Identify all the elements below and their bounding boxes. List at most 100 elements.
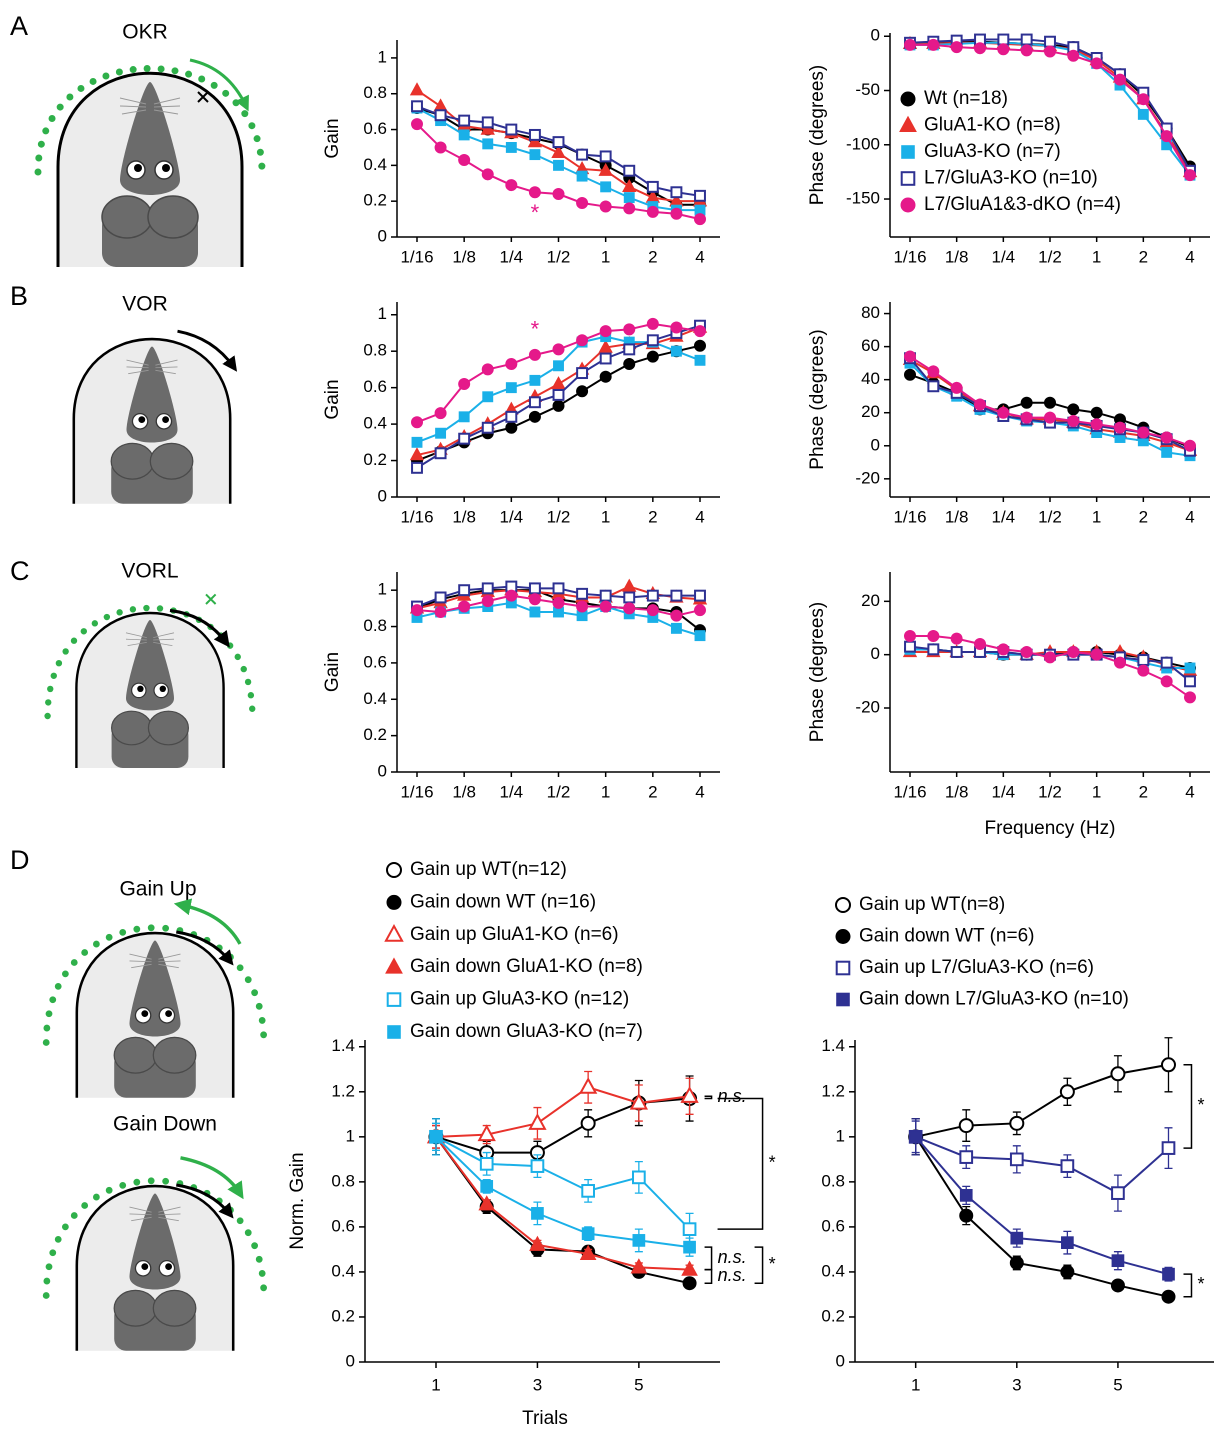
data-point [904,350,916,363]
series-line [435,1136,690,1271]
panel-c-drawing: C VORL [10,556,256,770]
data-point [646,350,659,363]
data-point [576,587,589,600]
data-point [974,398,986,411]
legend-label: Gain down L7/GluA3-KO (n=10) [859,989,1129,1010]
data-point [482,138,494,150]
data-point [576,170,588,182]
data-point [553,360,564,372]
data-point [458,411,470,423]
data-point [531,1207,544,1220]
x-tick-label: 1/16 [400,507,433,526]
data-point [434,407,447,420]
data-point [505,382,517,394]
legend-label: Gain up GluA1-KO (n=6) [410,924,619,945]
legend-marker [386,992,402,1007]
data-point [950,646,963,658]
legend-marker [836,992,850,1007]
data-point [599,370,612,383]
data-point [1061,1236,1074,1250]
data-point [959,1150,974,1164]
data-point [997,33,1010,46]
data-point [1184,691,1196,704]
data-point [646,334,659,347]
x-tick-label: 2 [648,782,657,801]
x-tick-label: 1/2 [1038,247,1062,266]
data-point [429,1130,443,1144]
panel-letter: B [10,281,28,311]
data-point [683,1240,696,1254]
data-point [1160,1057,1176,1073]
data-point [927,380,940,393]
y-tick-label: 0.8 [331,1171,355,1190]
data-point [1044,35,1056,48]
data-point [579,1244,597,1260]
data-point [1137,108,1149,120]
data-point [694,589,706,602]
x-tick-label: 1 [601,782,610,801]
panel-label: VOR [122,293,168,316]
x-tick-label: 1/16 [400,247,433,266]
data-point [623,192,635,204]
data-point [458,432,471,445]
data-point [682,1222,697,1236]
data-point [551,376,566,390]
x-tick-label: 1 [1092,507,1101,526]
data-point [552,136,565,149]
data-point [599,352,612,365]
data-point [974,638,986,650]
legend-label: Gain up GluA3-KO (n=12) [410,989,629,1010]
panel-letter: D [10,845,30,875]
data-point [623,591,636,604]
y-tick-label: 1.4 [821,1036,845,1055]
x-tick-label: 1/8 [452,507,476,526]
series-line [435,1135,691,1230]
legend-label: L7/GluA3-KO (n=10) [924,168,1098,189]
data-point [480,1180,494,1193]
data-point [552,343,565,356]
x-tick-label: 2 [1139,247,1148,266]
data-point [997,406,1010,419]
data-point [599,325,612,338]
x-tick-label: 4 [1185,782,1194,801]
x-tick-label: 3 [533,1375,542,1394]
data-point [1090,648,1103,661]
data-point [599,150,612,163]
x-tick-label: 1/2 [1038,782,1062,801]
data-point [1184,439,1196,452]
data-point [694,213,706,226]
y-tick-label: 0 [346,1351,355,1370]
data-point [670,609,683,622]
data-point [598,162,613,176]
x-tick-label: 1/2 [547,782,571,801]
data-point [694,325,706,338]
data-point [599,200,612,213]
x-tick-label: 4 [695,782,704,801]
data-point [623,357,636,370]
data-point [1160,675,1173,688]
data-point [646,205,659,218]
x-tick-label: 2 [648,507,657,526]
y-tick-label: 0.2 [363,191,387,210]
data-point [622,178,637,193]
y-tick-label: -20 [855,468,880,487]
data-point [411,416,423,429]
x-tick-label: 4 [1185,507,1194,526]
legend-label: Gain up WT(n=12) [410,859,567,880]
x-tick-label: 1/2 [547,247,571,266]
data-point [1067,646,1080,658]
x-axis-label: Trials [522,1408,568,1429]
data-point [529,1235,546,1251]
data-point [528,582,541,595]
y-tick-label: 0.6 [331,1216,355,1235]
data-point [1137,426,1150,439]
y-tick-label: 0.6 [821,1216,845,1235]
data-point [622,578,637,592]
annotation: * [1197,1095,1204,1115]
data-point [576,600,589,613]
data-point [1090,57,1103,70]
data-point [927,38,940,51]
y-tick-label: 0 [836,1351,845,1370]
data-point [599,600,612,613]
